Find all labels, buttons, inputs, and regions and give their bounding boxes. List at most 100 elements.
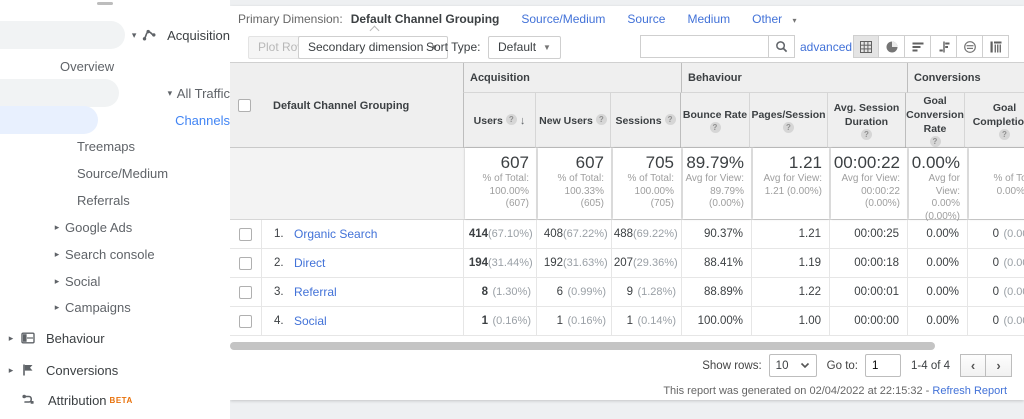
- sidebar-item-social[interactable]: ▸ Social: [0, 267, 230, 295]
- row-checkbox[interactable]: [239, 285, 252, 299]
- chevron-down-icon: ▾: [792, 16, 797, 25]
- chevron-down-icon[interactable]: ▾: [167, 87, 173, 98]
- sidebar-item-conversions[interactable]: ▸ Conversions: [0, 356, 230, 384]
- sidebar-item-referrals[interactable]: Referrals: [0, 186, 230, 214]
- summary-goal-conversion-rate: 0.00% Avg for View: 0.00% (0.00%): [909, 148, 967, 222]
- row-checkbox[interactable]: [239, 314, 252, 328]
- column-header-bounce-rate[interactable]: Bounce Rate?: [680, 93, 750, 148]
- help-icon[interactable]: ?: [861, 129, 872, 140]
- chevron-right-icon[interactable]: ▸: [54, 301, 60, 312]
- sidebar-item-source-medium[interactable]: Source/Medium: [0, 159, 230, 187]
- pages-session-value: 1.22: [752, 278, 830, 306]
- percentage-view-button[interactable]: [879, 35, 905, 58]
- help-icon[interactable]: ?: [929, 136, 941, 147]
- selected-pill: [0, 21, 126, 49]
- next-page-button[interactable]: ›: [986, 354, 1012, 377]
- help-icon[interactable]: ?: [664, 113, 676, 125]
- row-checkbox[interactable]: [239, 256, 252, 270]
- help-icon[interactable]: ?: [999, 129, 1010, 140]
- search-button[interactable]: [768, 35, 795, 58]
- sidebar-item-campaigns[interactable]: ▸ Campaigns: [0, 293, 230, 321]
- channel-link[interactable]: Direct: [294, 256, 326, 270]
- data-table-view-button[interactable]: [853, 35, 879, 58]
- chevron-down-icon: [800, 362, 809, 369]
- bounce-rate-value: 90.37%: [682, 220, 752, 248]
- chevron-right-icon[interactable]: ▸: [8, 364, 14, 375]
- sidebar-item-treemaps[interactable]: Treemaps: [0, 132, 230, 160]
- tab-default-channel-grouping[interactable]: Default Channel Grouping: [350, 12, 500, 26]
- tab-other[interactable]: Other ▾: [752, 12, 797, 26]
- advanced-search-link[interactable]: advanced: [800, 40, 853, 54]
- column-header-avg-session-duration[interactable]: Avg. Session Duration?: [828, 93, 906, 148]
- sort-type-dropdown[interactable]: Default ▼: [488, 35, 561, 59]
- sidebar-item-label: Search console: [65, 246, 155, 262]
- comparison-view-button[interactable]: [931, 35, 957, 58]
- sort-descending-icon[interactable]: ↓: [519, 114, 526, 127]
- pages-session-value: 1.19: [752, 249, 830, 277]
- sidebar-item-label: Acquisition: [167, 27, 230, 43]
- users-pct: (31.44%): [488, 257, 533, 269]
- row-index: 2.: [274, 257, 284, 269]
- column-header-pages-session[interactable]: Pages/Session?: [750, 93, 828, 148]
- sidebar-item-label: Behaviour: [46, 330, 105, 346]
- help-icon[interactable]: ?: [595, 113, 607, 125]
- refresh-report-link[interactable]: Refresh Report: [932, 385, 1007, 397]
- performance-view-button[interactable]: [905, 35, 931, 58]
- behaviour-icon: [20, 330, 36, 346]
- column-header-goal-conversion-rate[interactable]: Goal Conversion Rate?: [905, 93, 965, 148]
- channel-link[interactable]: Organic Search: [294, 227, 378, 241]
- sidebar-item-acquisition[interactable]: ▾ Acquisition: [0, 21, 230, 49]
- chevron-right-icon[interactable]: ▸: [54, 275, 60, 286]
- show-rows-select[interactable]: 10: [768, 354, 817, 377]
- acquisition-icon: [141, 27, 157, 43]
- previous-page-button[interactable]: ‹: [960, 354, 986, 377]
- table-grid-icon: [860, 40, 872, 53]
- scrollbar-thumb[interactable]: [230, 342, 935, 350]
- help-icon[interactable]: ?: [783, 122, 794, 133]
- column-header-goal-completions[interactable]: Goal Completions?: [965, 93, 1024, 148]
- table-controls-bar: Plot Rows Secondary dimension ▼ Sort Type…: [230, 32, 1024, 62]
- chevron-right-icon[interactable]: ▸: [54, 221, 60, 232]
- search-icon: [776, 41, 788, 53]
- sidebar-item-google-ads[interactable]: ▸ Google Ads: [0, 213, 230, 241]
- select-all-checkbox[interactable]: [238, 99, 251, 112]
- column-header-new-users[interactable]: New Users?: [536, 93, 611, 148]
- term-cloud-view-button[interactable]: [957, 35, 983, 58]
- channel-link[interactable]: Social: [294, 314, 327, 328]
- users-value: 1: [481, 315, 488, 327]
- sidebar-item-all-traffic[interactable]: ▾ All Traffic: [0, 79, 230, 107]
- sidebar-item-attribution[interactable]: Attribution BETA: [0, 386, 230, 414]
- column-header-sessions[interactable]: Sessions?: [611, 93, 681, 148]
- search-input[interactable]: [640, 35, 768, 58]
- report-generated-line: This report was generated on 02/04/2022 …: [663, 385, 1007, 397]
- chevron-down-icon[interactable]: ▾: [131, 29, 137, 40]
- help-icon[interactable]: ?: [505, 113, 517, 125]
- sidebar-item-overview[interactable]: Overview: [0, 52, 230, 80]
- chevron-right-icon[interactable]: ▸: [8, 332, 14, 343]
- chevron-down-icon: ▼: [430, 42, 439, 52]
- sessions-pct: (0.14%): [637, 315, 676, 327]
- goal-completions-pct: (0.00%): [1003, 315, 1024, 327]
- avg-duration-value: 00:00:25: [830, 220, 908, 248]
- goal-completions-pct: (0.00%): [1003, 257, 1024, 269]
- tab-medium[interactable]: Medium: [687, 12, 731, 26]
- new-users-value: 408: [543, 228, 563, 240]
- tab-source[interactable]: Source: [627, 12, 666, 26]
- pivot-view-button[interactable]: [983, 35, 1009, 58]
- pages-session-value: 1.00: [752, 307, 830, 335]
- help-icon[interactable]: ?: [709, 122, 721, 133]
- sidebar-item-label: Attribution: [48, 392, 107, 408]
- sidebar-item-search-console[interactable]: ▸ Search console: [0, 240, 230, 268]
- goto-page-input[interactable]: [865, 354, 901, 377]
- channel-link[interactable]: Referral: [294, 285, 337, 299]
- row-index: 4.: [274, 315, 284, 327]
- column-header-users[interactable]: Users? ↓: [463, 93, 536, 148]
- chevron-right-icon[interactable]: ▸: [54, 248, 60, 259]
- sidebar-item-label: Referrals: [77, 192, 130, 208]
- sidebar-item-behaviour[interactable]: ▸ Behaviour: [0, 324, 230, 352]
- sidebar-item-channels[interactable]: Channels: [0, 106, 230, 134]
- row-checkbox[interactable]: [239, 227, 252, 241]
- secondary-dimension-dropdown[interactable]: Secondary dimension ▼: [298, 35, 449, 59]
- tab-source-medium[interactable]: Source/Medium: [521, 12, 606, 26]
- dimension-header-label[interactable]: Default Channel Grouping: [273, 99, 410, 112]
